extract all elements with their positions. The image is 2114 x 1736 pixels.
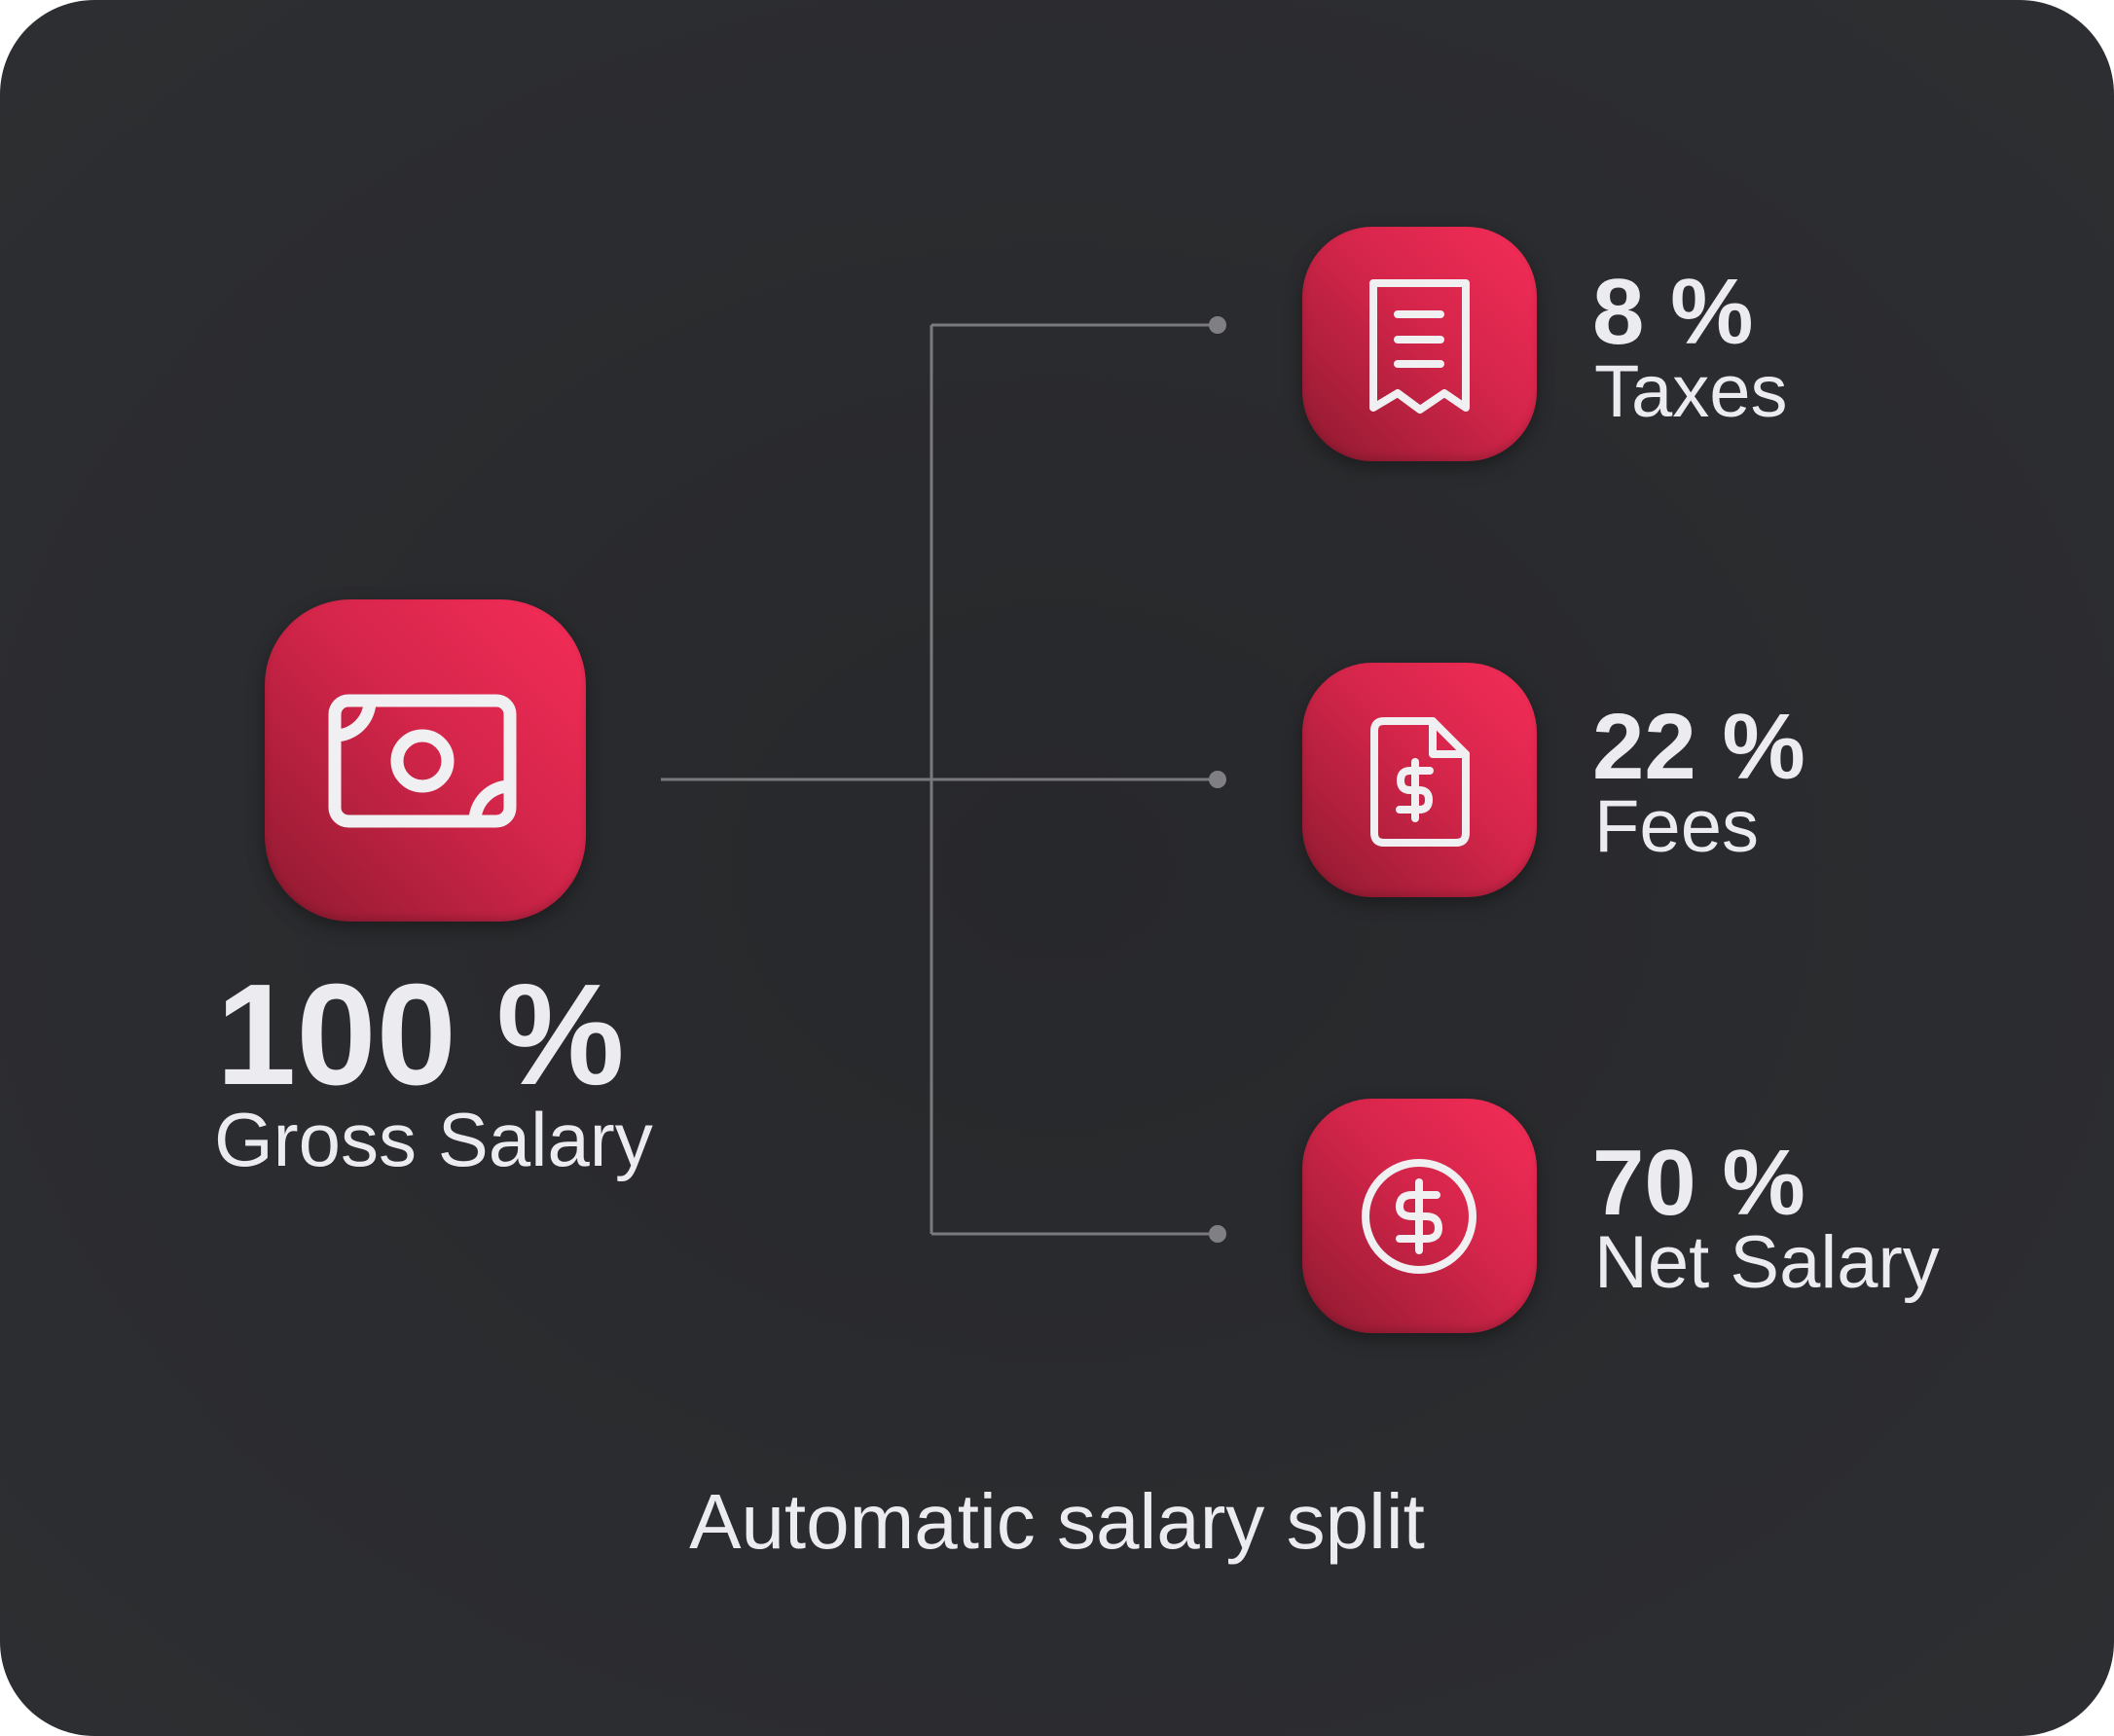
fees-tile bbox=[1302, 663, 1537, 897]
fees-dot bbox=[1209, 771, 1226, 788]
net-salary-label: Net Salary bbox=[1594, 1221, 1940, 1304]
invoice-dollar-icon bbox=[1370, 717, 1470, 847]
fees-percent: 22 % bbox=[1592, 695, 1805, 799]
diagram-caption: Automatic salary split bbox=[689, 1478, 1425, 1565]
gross-salary-tile bbox=[265, 599, 586, 922]
taxes-dot bbox=[1209, 316, 1226, 334]
receipt-icon bbox=[1369, 279, 1470, 414]
taxes-percent: 8 % bbox=[1592, 260, 1754, 364]
net-salary-tile bbox=[1302, 1099, 1537, 1333]
banknote-icon bbox=[328, 694, 517, 828]
fees-label: Fees bbox=[1594, 785, 1759, 868]
net-salary-dot bbox=[1209, 1225, 1226, 1243]
taxes-tile bbox=[1302, 227, 1537, 461]
gross-salary-percent: 100 % bbox=[216, 955, 625, 1115]
net-salary-percent: 70 % bbox=[1592, 1131, 1805, 1235]
gross-salary-label: Gross Salary bbox=[214, 1097, 653, 1182]
taxes-label: Taxes bbox=[1594, 350, 1788, 433]
dollar-circle-icon bbox=[1362, 1159, 1476, 1274]
